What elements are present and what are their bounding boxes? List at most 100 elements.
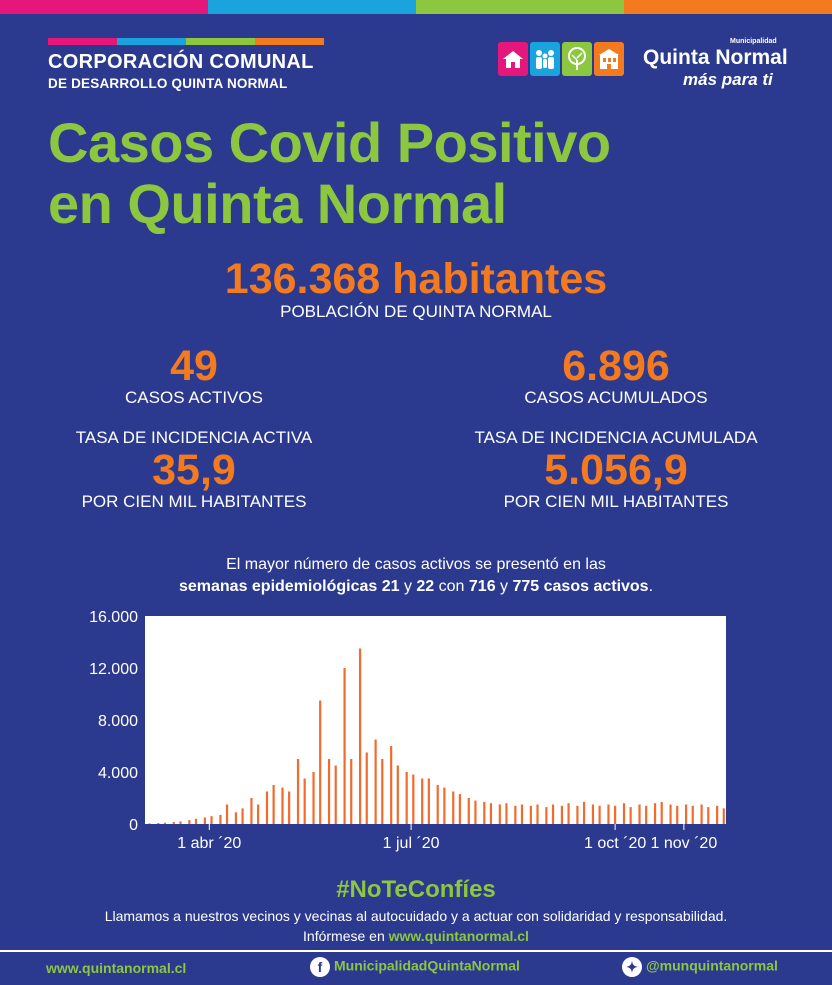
bar xyxy=(614,805,617,824)
top-bar-orange xyxy=(624,0,832,14)
top-bar-blue xyxy=(208,0,416,14)
bar xyxy=(241,808,244,824)
facebook-icon: f xyxy=(310,957,330,977)
call-line1: Llamamos a nuestros vecinos y vecinas al… xyxy=(104,908,728,924)
bar xyxy=(653,803,657,824)
corporation-stripes xyxy=(48,38,324,45)
bar xyxy=(474,800,477,824)
top-bar-green xyxy=(416,0,624,14)
bar xyxy=(219,814,222,824)
bar xyxy=(381,759,384,824)
bar xyxy=(483,801,486,824)
call-line2: Infórmese en www.quintanormal.cl xyxy=(303,928,529,944)
bar xyxy=(707,807,710,824)
bar xyxy=(598,805,601,824)
page-title: Casos Covid Positivo en Quinta Normal xyxy=(48,112,611,234)
house-icon xyxy=(498,42,528,76)
bar xyxy=(296,759,300,824)
bar xyxy=(582,801,586,824)
bar xyxy=(334,765,337,824)
bar xyxy=(645,805,648,824)
population-label: POBLACIÓN DE QUINTA NORMAL xyxy=(280,302,552,321)
peak-note: El mayor número de casos activos se pres… xyxy=(0,554,832,598)
y-tick-label: 4.000 xyxy=(98,765,138,782)
footer-website[interactable]: www.quintanormal.cl xyxy=(46,960,187,976)
bar xyxy=(536,804,539,824)
active-cases-label: CASOS ACTIVOS xyxy=(125,388,263,407)
bar xyxy=(172,822,175,824)
bar xyxy=(669,804,672,824)
bar xyxy=(225,804,229,824)
active-cases: 49 CASOS ACTIVOS xyxy=(94,344,294,408)
bar xyxy=(676,805,679,824)
cumulative-cases-label: CASOS ACUMULADOS xyxy=(524,388,708,407)
cumulative-rate-label: POR CIEN MIL HABITANTES xyxy=(503,492,729,511)
footer-facebook[interactable]: f MunicipalidadQuintaNormal xyxy=(310,957,520,977)
bar xyxy=(312,772,315,824)
bar xyxy=(691,805,694,824)
bar xyxy=(421,778,424,824)
cumulative-cases: 6.896 CASOS ACUMULADOS xyxy=(476,344,756,408)
call-to-action: Llamamos a nuestros vecinos y vecinas al… xyxy=(0,906,832,946)
bar xyxy=(396,765,399,824)
active-rate-title: TASA DE INCIDENCIA ACTIVA xyxy=(75,428,313,447)
bar xyxy=(359,648,362,824)
bar xyxy=(716,805,719,824)
bar xyxy=(467,798,470,824)
bar xyxy=(607,804,610,824)
municipality-small-label: Municipalidad xyxy=(730,38,777,45)
plot-area xyxy=(145,616,726,824)
bar xyxy=(265,791,269,824)
corporation-name-line2: DE DESARROLLO QUINTA NORMAL xyxy=(48,76,288,91)
bar xyxy=(576,805,579,824)
bar xyxy=(520,804,524,824)
bar xyxy=(700,804,703,824)
bar xyxy=(194,818,198,824)
bar xyxy=(319,700,322,824)
peak-note-line2: semanas epidemiológicas 21 y 22 con 716 … xyxy=(178,578,654,595)
corporation-logo: CORPORACIÓN COMUNAL DE DESARROLLO QUINTA… xyxy=(48,38,324,91)
bar xyxy=(157,822,160,824)
bar xyxy=(567,803,570,824)
top-color-bar xyxy=(0,0,832,14)
x-tick-label: 1 nov ´20 xyxy=(651,835,718,852)
bar xyxy=(551,804,555,824)
active-rate-value: 35,9 xyxy=(152,446,236,494)
cumulative-rate-title: TASA DE INCIDENCIA ACUMULADA xyxy=(474,428,758,447)
bar xyxy=(427,778,430,824)
bar xyxy=(281,787,284,824)
bar xyxy=(374,739,377,824)
bar xyxy=(390,746,393,824)
bar xyxy=(660,801,663,824)
x-tick-label: 1 abr ´20 xyxy=(177,835,241,852)
bar xyxy=(452,791,455,824)
municipality-name: Quinta Normal xyxy=(643,46,788,69)
bar xyxy=(722,808,725,824)
municipality-tiles xyxy=(498,42,624,76)
active-cases-value: 49 xyxy=(170,342,218,390)
y-tick-label: 0 xyxy=(129,817,138,834)
bar xyxy=(365,752,368,824)
bar xyxy=(288,791,291,824)
bar xyxy=(638,804,641,824)
bar xyxy=(163,822,167,824)
bar xyxy=(234,812,238,824)
municipality-logo: Municipalidad Quinta Normal más para ti xyxy=(498,38,798,92)
bar xyxy=(622,803,626,824)
corporation-name-line1: CORPORACIÓN COMUNAL xyxy=(48,51,314,73)
bar xyxy=(412,774,415,824)
footer-twitter[interactable]: ✦ @munquintanormal xyxy=(622,957,778,977)
population-value: 136.368 habitantes xyxy=(224,255,608,303)
bar xyxy=(188,820,191,824)
bar xyxy=(498,804,501,824)
bar xyxy=(458,794,461,824)
website-link[interactable]: www.quintanormal.cl xyxy=(388,928,529,944)
bar xyxy=(545,807,548,824)
cases-chart: 0 4.000 8.000 12.000 16.000 1 abr ´20 1 jul ´2… xyxy=(89,609,726,852)
y-tick-label: 12.000 xyxy=(89,661,138,678)
bar xyxy=(179,821,182,824)
title-line1: Casos Covid Positivo xyxy=(48,111,611,174)
top-bar-magenta xyxy=(0,0,208,14)
active-rate-label: POR CIEN MIL HABITANTES xyxy=(81,492,307,511)
bar xyxy=(350,759,353,824)
